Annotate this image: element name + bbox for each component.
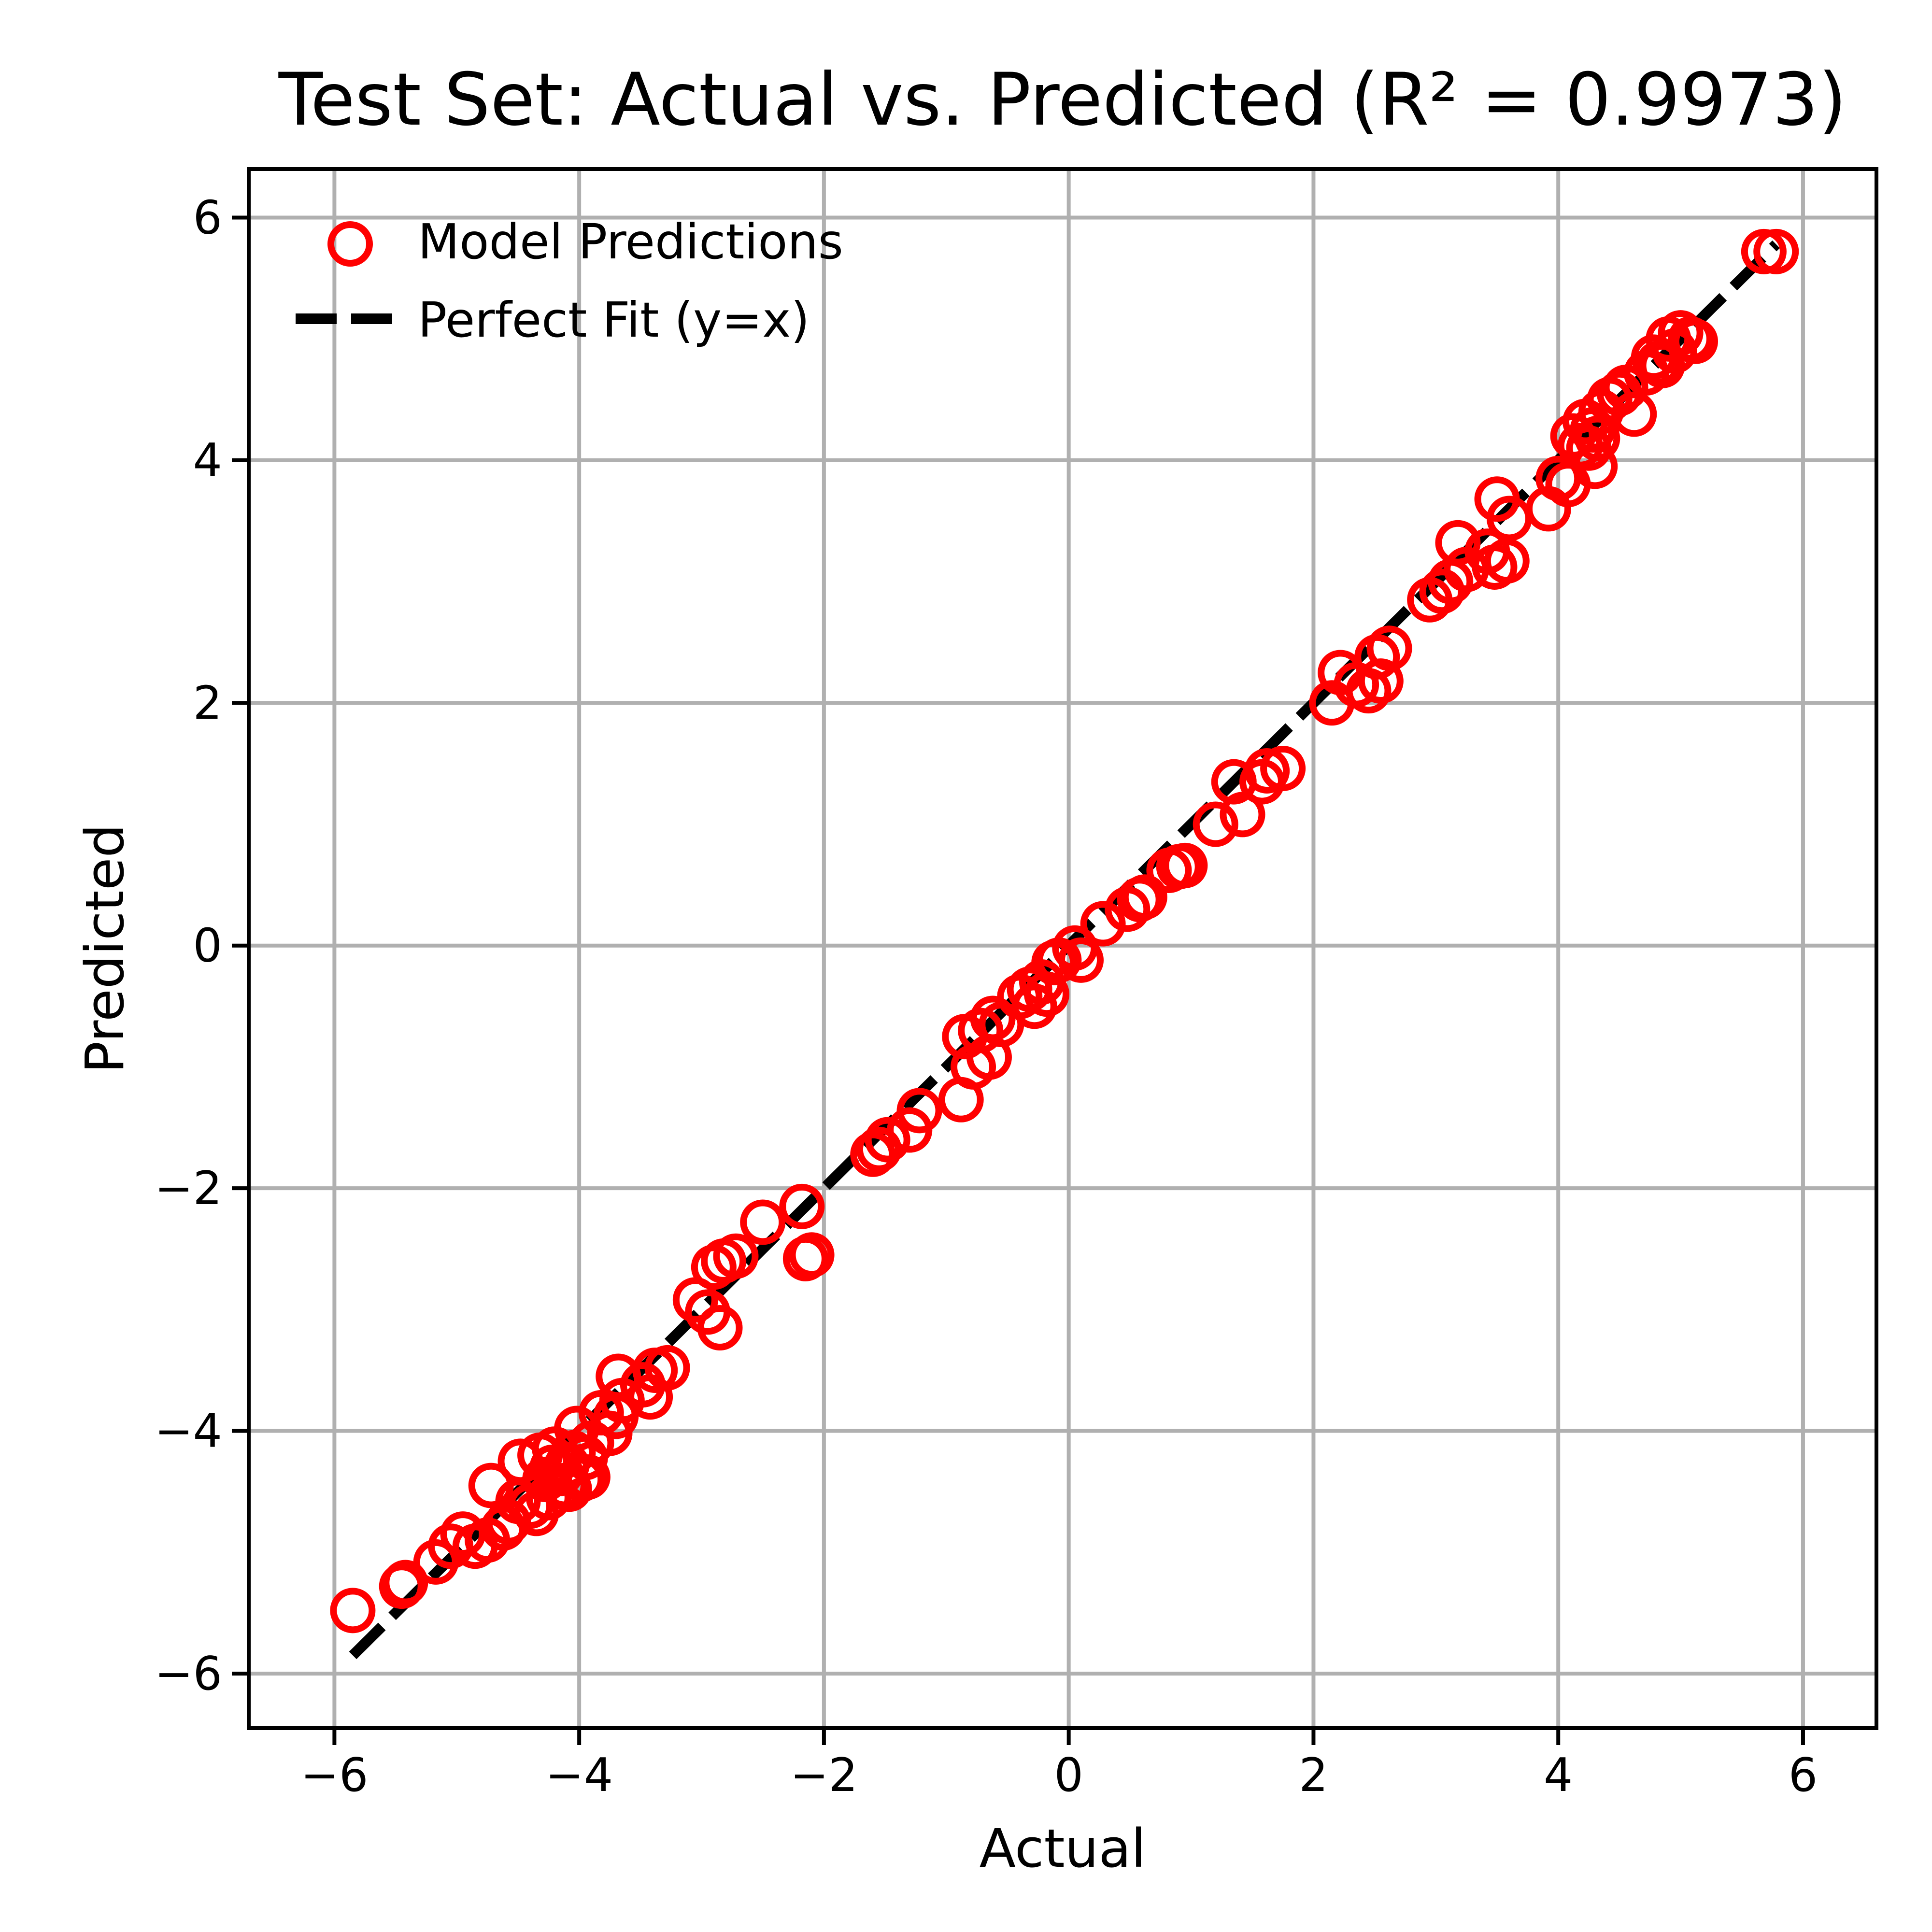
prediction-point xyxy=(865,1117,910,1163)
plot-frame xyxy=(247,167,1878,1730)
prediction-point xyxy=(970,995,1016,1041)
y-tick-label: 4 xyxy=(193,434,222,487)
prediction-point xyxy=(740,1199,786,1245)
prediction-point xyxy=(1244,748,1290,794)
prediction-point xyxy=(1575,415,1620,461)
x-tick-label: −2 xyxy=(790,1749,858,1802)
prediction-point xyxy=(779,1183,825,1229)
prediction-point xyxy=(330,1588,376,1634)
prediction-point xyxy=(1672,318,1718,364)
prediction-point xyxy=(850,1131,896,1177)
prediction-point xyxy=(697,1305,743,1351)
prediction-point xyxy=(713,1233,759,1279)
y-axis-label: Predicted xyxy=(74,824,136,1073)
x-tick-label: 2 xyxy=(1299,1749,1328,1802)
prediction-point xyxy=(1435,520,1481,566)
prediction-point xyxy=(1220,792,1265,838)
prediction-point xyxy=(672,1277,718,1323)
chart-title: Test Set: Actual vs. Predicted (R² = 0.9… xyxy=(278,58,1847,142)
legend: Model Predictions Perfect Fit (y=x) xyxy=(296,213,843,348)
legend-label-model-predictions: Model Predictions xyxy=(418,213,843,270)
prediction-point xyxy=(1572,443,1618,489)
prediction-point xyxy=(383,1560,428,1605)
prediction-point xyxy=(1080,901,1126,947)
prediction-point xyxy=(1260,745,1306,791)
prediction-point xyxy=(1011,983,1057,1029)
x-tick-label: −4 xyxy=(545,1749,613,1802)
prediction-point xyxy=(1162,842,1208,888)
prediction-point xyxy=(1741,228,1787,274)
points xyxy=(330,228,1799,1634)
prediction-point xyxy=(896,1088,942,1134)
y-tick-label: 2 xyxy=(193,677,222,730)
x-axis-label: Actual xyxy=(980,1818,1146,1879)
ticks: −6 −4 −2 0 2 4 6 −6 −4 −2 0 2 4 6 xyxy=(155,191,1818,1802)
prediction-point xyxy=(1193,801,1238,847)
prediction-point xyxy=(958,1008,1004,1053)
y-tick-label: −2 xyxy=(155,1162,222,1215)
prediction-point xyxy=(1753,228,1799,274)
prediction-point xyxy=(1358,658,1404,704)
x-tick-label: 6 xyxy=(1789,1749,1818,1802)
prediction-point xyxy=(1611,391,1657,437)
prediction-point xyxy=(644,1345,690,1391)
y-tick-label: 0 xyxy=(193,920,222,973)
prediction-point xyxy=(1058,937,1104,983)
y-tick-label: −4 xyxy=(155,1405,222,1458)
legend-marker-model-predictions xyxy=(327,221,373,267)
x-tick-label: 0 xyxy=(1054,1749,1083,1802)
prediction-point xyxy=(789,1232,835,1278)
x-tick-label: −6 xyxy=(300,1749,368,1802)
y-tick-label: 6 xyxy=(193,191,222,244)
legend-label-perfect-fit: Perfect Fit (y=x) xyxy=(418,292,810,348)
y-tick-label: −6 xyxy=(155,1648,222,1701)
prediction-point xyxy=(1122,874,1167,920)
prediction-point xyxy=(1366,625,1412,671)
x-tick-label: 4 xyxy=(1544,1749,1573,1802)
prediction-point xyxy=(565,1454,611,1500)
prediction-point xyxy=(1484,538,1530,584)
